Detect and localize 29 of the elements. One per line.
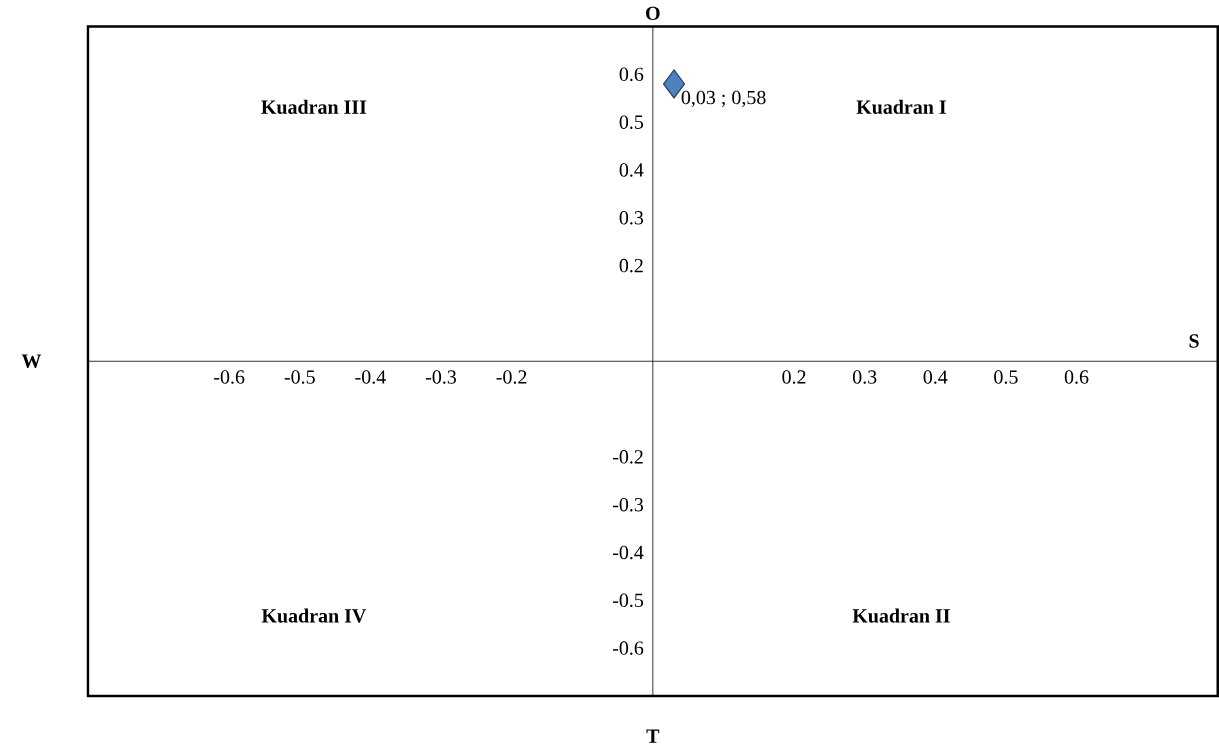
x-tick-label: -0.6	[214, 370, 245, 384]
y-tick-label: 0.6	[619, 67, 644, 81]
annotation: Kuadran II	[852, 608, 950, 623]
data-label: 0,03 ; 0,58	[681, 90, 766, 107]
annotation: Kuadran I	[856, 99, 946, 114]
y-tick-label: -0.3	[612, 497, 644, 512]
text: T	[646, 729, 660, 743]
text: O	[646, 6, 660, 20]
x-tick-label: 0.3	[852, 370, 877, 384]
y-tick-label: 0.4	[619, 163, 644, 177]
x-tick-label: -0.5	[284, 370, 315, 384]
y-tick-label: -0.2	[612, 449, 643, 464]
y-tick-label: -0.4	[612, 545, 644, 560]
y-tick-label: 0.3	[619, 210, 644, 225]
x-tick-label: -0.4	[355, 370, 386, 384]
x-tick-label: 0.5	[994, 370, 1018, 384]
x-tick-label: 0.6	[1064, 370, 1089, 384]
x-tick-label: -0.2	[496, 370, 527, 384]
x-tick-label: 0.2	[782, 370, 806, 384]
x-tick-label: -0.3	[425, 370, 457, 384]
y-tick-label: -0.5	[612, 593, 644, 607]
annotation: Kuadran IV	[261, 608, 367, 623]
y-tick-label: 0.5	[619, 115, 644, 129]
text: W	[21, 354, 42, 368]
y-tick-label: -0.6	[612, 641, 644, 655]
x-tick-label: 0.4	[923, 370, 948, 384]
annotation: Kuadran III	[261, 99, 367, 114]
annotation: S	[1189, 334, 1199, 348]
y-tick-label: 0.2	[619, 258, 643, 273]
